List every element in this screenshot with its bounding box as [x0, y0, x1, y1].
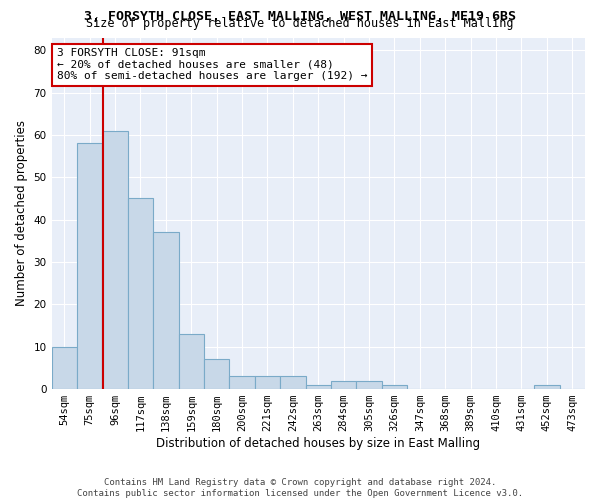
Bar — [128, 198, 153, 389]
Bar — [534, 385, 560, 389]
Y-axis label: Number of detached properties: Number of detached properties — [15, 120, 28, 306]
Bar — [204, 360, 229, 389]
X-axis label: Distribution of detached houses by size in East Malling: Distribution of detached houses by size … — [156, 437, 481, 450]
Text: Contains HM Land Registry data © Crown copyright and database right 2024.
Contai: Contains HM Land Registry data © Crown c… — [77, 478, 523, 498]
Text: 3, FORSYTH CLOSE, EAST MALLING, WEST MALLING, ME19 6BS: 3, FORSYTH CLOSE, EAST MALLING, WEST MAL… — [84, 10, 516, 23]
Bar — [331, 380, 356, 389]
Bar — [179, 334, 204, 389]
Bar — [77, 144, 103, 389]
Bar — [229, 376, 255, 389]
Bar — [305, 385, 331, 389]
Bar — [153, 232, 179, 389]
Text: Size of property relative to detached houses in East Malling: Size of property relative to detached ho… — [86, 18, 514, 30]
Bar — [52, 346, 77, 389]
Bar — [103, 130, 128, 389]
Bar — [280, 376, 305, 389]
Text: 3 FORSYTH CLOSE: 91sqm
← 20% of detached houses are smaller (48)
80% of semi-det: 3 FORSYTH CLOSE: 91sqm ← 20% of detached… — [57, 48, 367, 81]
Bar — [255, 376, 280, 389]
Bar — [356, 380, 382, 389]
Bar — [382, 385, 407, 389]
